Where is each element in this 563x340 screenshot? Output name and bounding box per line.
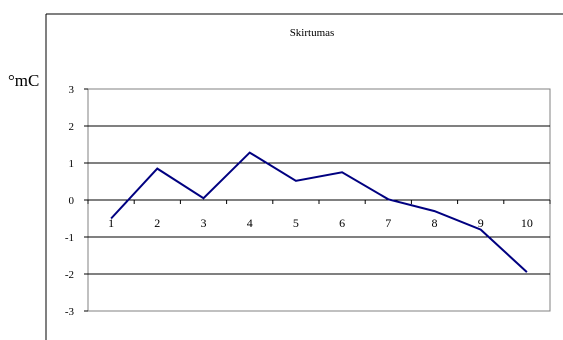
x-tick-label: 10 <box>521 216 533 230</box>
y-tick-label: 3 <box>69 84 75 96</box>
y-tick-label: 2 <box>69 121 75 133</box>
x-tick-label: 7 <box>385 216 391 230</box>
y-tick-label: -1 <box>65 232 74 244</box>
y-axis: 3 2 1 0 -1 -2 -3 <box>65 84 88 318</box>
data-series <box>110 151 528 273</box>
y-tick-label: -2 <box>65 269 74 281</box>
x-tick-label: 2 <box>154 216 160 230</box>
x-tick-label: 3 <box>201 216 207 230</box>
y-tick-label: -3 <box>65 306 75 318</box>
y-tick-label: 1 <box>69 158 75 170</box>
x-tick-label: 4 <box>247 216 253 230</box>
x-axis-ticks: 1 2 3 4 5 6 7 8 9 10 <box>87 200 551 230</box>
x-tick-label: 1 <box>108 216 114 230</box>
chart-title: Skirtumas <box>290 27 335 39</box>
y-tick-label: 0 <box>69 195 75 207</box>
x-tick-label: 6 <box>339 216 345 230</box>
x-tick-label: 5 <box>293 216 299 230</box>
x-tick-label: 8 <box>432 216 438 230</box>
y-axis-unit-label: °mC <box>8 71 39 90</box>
x-tick-label: 9 <box>478 216 484 230</box>
series-line-0 <box>110 151 528 273</box>
